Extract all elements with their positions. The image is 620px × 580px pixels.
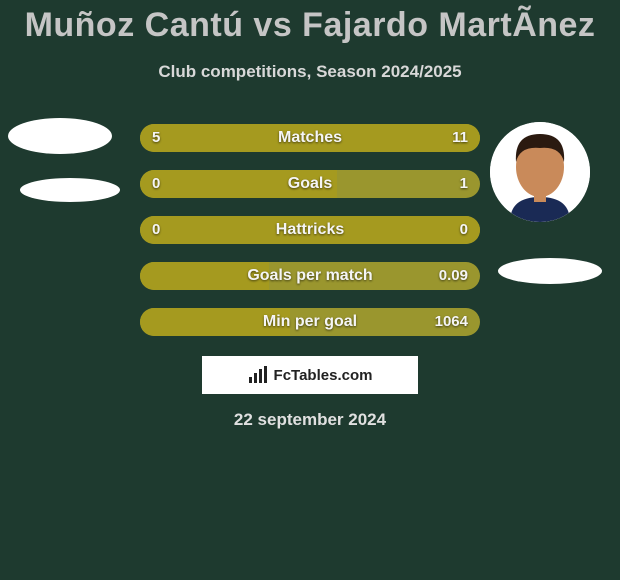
stat-label: Goals per match [247,262,372,290]
comparison-bars: Matches 5 11 Goals 0 1 Hattricks 0 0 Goals per ma… [140,124,480,354]
stat-bar: Goals per match 0.09 [140,262,480,290]
stat-label: Min per goal [263,308,357,336]
stat-bar: Matches 5 11 [140,124,480,152]
player-left-avatar [8,118,112,154]
stat-label: Goals [288,170,332,198]
page-title: Muñoz Cantú vs Fajardo MartÃnez [0,6,620,45]
stat-left-value: 0 [152,216,160,244]
player-right-name-pill [498,258,602,284]
stat-label: Matches [278,124,342,152]
comparison-infographic: Muñoz Cantú vs Fajardo MartÃnez Club com… [0,0,620,580]
stat-right-value: 0.09 [439,262,468,290]
stat-label: Hattricks [276,216,344,244]
logo-text: FcTables.com [274,367,373,384]
date-text: 22 september 2024 [0,410,620,430]
stat-bar: Goals 0 1 [140,170,480,198]
stat-left-value: 5 [152,124,160,152]
player-right-avatar [490,122,590,222]
stat-right-value: 1064 [435,308,468,336]
stat-bar: Hattricks 0 0 [140,216,480,244]
player-right-face [490,122,590,222]
stat-right-value: 1 [460,170,468,198]
fctables-logo: FcTables.com [202,356,418,394]
stat-right-value: 11 [452,124,468,152]
bars-icon [248,366,270,384]
stat-left-value: 0 [152,170,160,198]
stat-right-value: 0 [460,216,468,244]
player-left-name-pill [20,178,120,202]
stat-bar: Min per goal 1064 [140,308,480,336]
subtitle: Club competitions, Season 2024/2025 [0,62,620,82]
